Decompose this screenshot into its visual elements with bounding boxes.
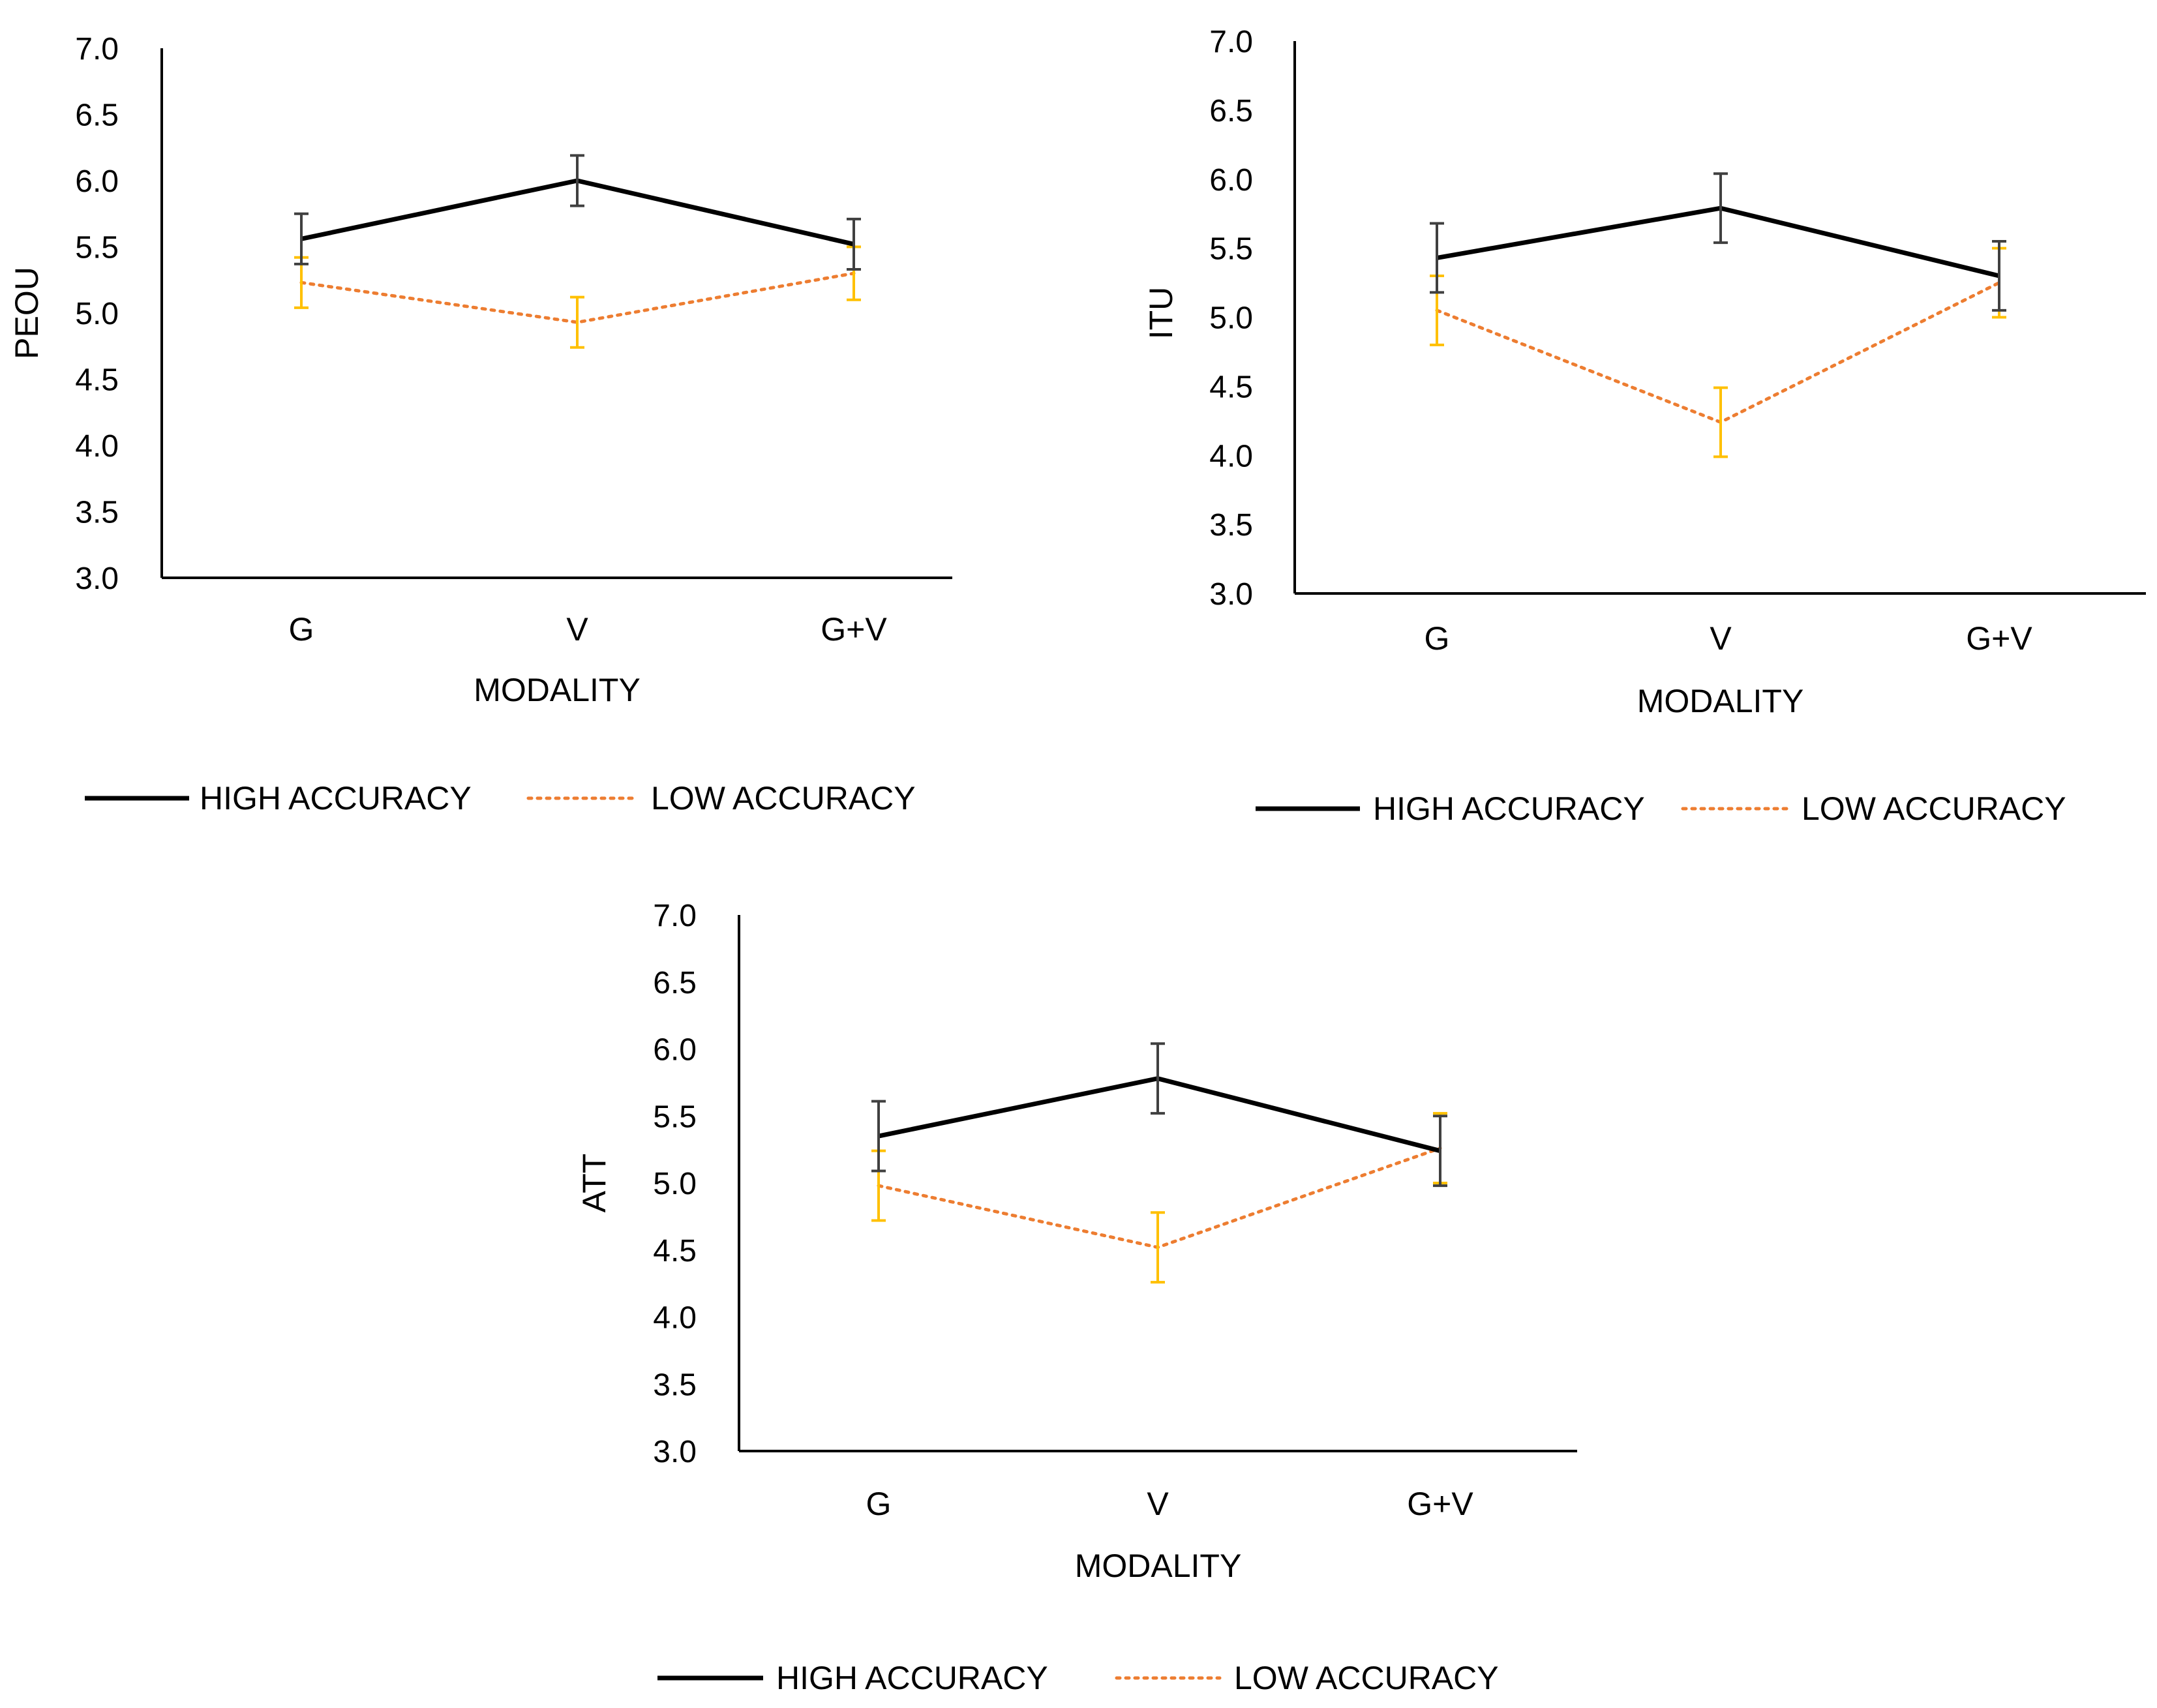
y-tick-label: 6.0 (75, 164, 119, 199)
y-tick-label: 7.0 (75, 32, 119, 67)
x-axis-title: MODALITY (474, 672, 641, 708)
y-tick-label: 4.0 (75, 429, 119, 464)
y-axis-title: ITU (1143, 287, 1179, 340)
chart-itu: 3.0 3.5 4.0 4.5 5.0 5.5 6.0 6.5 7.0 G V G+V MODALITY… (1143, 25, 2146, 827)
legend: HIGH ACCURACY LOW ACCURACY (1256, 790, 2066, 827)
series-low-accuracy (1430, 247, 2006, 458)
y-tick-label: 7.0 (1209, 25, 1253, 59)
y-tick-label: 4.0 (653, 1301, 697, 1336)
y-tick-label: 4.0 (1209, 439, 1253, 473)
x-axis-title: MODALITY (1637, 683, 1804, 719)
x-tick-label: G (1425, 620, 1450, 657)
x-tick-label: V (1710, 620, 1732, 657)
y-tick-label: 5.0 (1209, 301, 1253, 336)
series-high-accuracy (1430, 172, 2006, 312)
y-axis-title: ATT (576, 1154, 612, 1213)
legend: HIGH ACCURACY LOW ACCURACY (85, 780, 916, 817)
legend-label-high-accuracy: HIGH ACCURACY (200, 780, 472, 817)
y-tick-label: 5.0 (653, 1167, 697, 1201)
legend: HIGH ACCURACY LOW ACCURACY (657, 1660, 1499, 1696)
legend-label-low-accuracy: LOW ACCURACY (1802, 790, 2066, 827)
series-high-accuracy (871, 1042, 1447, 1188)
x-tick-label: G (289, 611, 314, 648)
y-tick-label: 3.0 (75, 562, 119, 596)
y-tick-label: 6.0 (653, 1033, 697, 1068)
y-tick-label: 6.5 (1209, 94, 1253, 128)
legend-label-high-accuracy: HIGH ACCURACY (776, 1660, 1048, 1696)
series-high-accuracy (294, 154, 861, 271)
legend-label-high-accuracy: HIGH ACCURACY (1373, 790, 1645, 827)
y-tick-label: 5.5 (653, 1100, 697, 1134)
y-tick-label: 5.5 (75, 231, 119, 265)
series-line-low-accuracy (1435, 281, 2001, 424)
x-axis-title: MODALITY (1075, 1548, 1242, 1584)
x-tick-label: V (1147, 1486, 1169, 1522)
y-tick-label: 4.5 (1209, 370, 1253, 404)
series-low-accuracy (871, 1112, 1447, 1284)
series-line-high-accuracy (878, 1076, 1441, 1154)
y-tick-label: 5.0 (75, 297, 119, 331)
y-tick-label: 3.5 (653, 1368, 697, 1402)
x-tick-label: G (866, 1486, 892, 1522)
series-low-accuracy (294, 245, 861, 349)
y-tick-label: 7.0 (653, 899, 697, 933)
y-tick-label: 3.5 (1209, 508, 1253, 543)
chart-att: 3.0 3.5 4.0 4.5 5.0 5.5 6.0 6.5 7.0 G V G+V MODALITY… (576, 899, 1577, 1696)
x-tick-label: V (566, 611, 588, 648)
y-tick-label: 3.5 (75, 496, 119, 530)
y-tick-label: 5.5 (1209, 232, 1253, 267)
y-tick-label: 3.0 (1209, 577, 1253, 612)
series-line-low-accuracy (877, 1146, 1442, 1250)
x-tick-label: G+V (1966, 620, 2032, 657)
x-tick-label: G+V (1407, 1486, 1473, 1522)
chart-peou: 3.0 3.5 4.0 4.5 5.0 5.5 6.0 6.5 7.0 G V G+V MODALITY… (8, 32, 952, 817)
y-tick-label: 6.5 (75, 98, 119, 133)
x-tick-label: G+V (821, 611, 887, 648)
y-tick-label: 3.0 (653, 1435, 697, 1469)
y-tick-label: 4.5 (75, 363, 119, 398)
y-tick-label: 6.0 (1209, 163, 1253, 198)
y-tick-label: 6.5 (653, 966, 697, 1000)
legend-label-low-accuracy: LOW ACCURACY (1234, 1660, 1499, 1696)
y-tick-label: 4.5 (653, 1234, 697, 1268)
y-axis-title: PEOU (8, 267, 45, 359)
legend-label-low-accuracy: LOW ACCURACY (651, 780, 916, 817)
